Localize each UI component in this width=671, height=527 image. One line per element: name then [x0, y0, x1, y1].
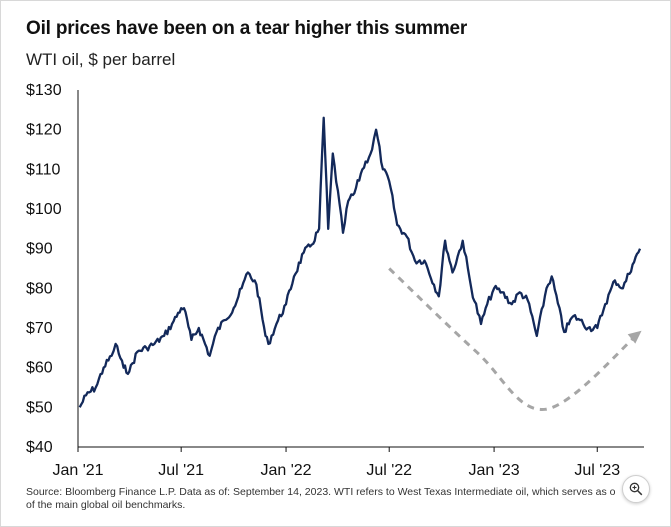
- trend-annotation: [388, 267, 642, 411]
- y-tick-label: $130: [26, 82, 62, 99]
- y-tick-label: $100: [26, 201, 62, 218]
- y-tick-label: $90: [26, 241, 53, 258]
- source-line-2: of the main global oil benchmarks.: [26, 499, 186, 511]
- y-tick-label: $70: [26, 320, 53, 337]
- x-tick-label: Jan '23: [469, 462, 520, 479]
- x-tick-label: Jul '22: [366, 462, 412, 479]
- chart-title: Oil prices have been on a tear higher th…: [26, 18, 468, 39]
- y-tick-label: $40: [26, 439, 53, 456]
- x-axis-ticks: Jan '21 Jul '21 Jan '22 Jul '22 Jan '23 Jul '…: [52, 447, 620, 479]
- zoom-in-icon: [629, 482, 643, 496]
- zoom-button[interactable]: [622, 475, 650, 503]
- series-group: [78, 116, 642, 408]
- x-tick-label: Jul '23: [574, 462, 620, 479]
- y-tick-label: $110: [26, 161, 61, 178]
- x-tick-label: Jul '21: [158, 462, 204, 479]
- y-tick-label: $80: [26, 280, 53, 297]
- series-line: [78, 116, 642, 408]
- source-note: Source: Bloomberg Finance L.P. Data as o…: [26, 486, 636, 512]
- y-tick-label: $50: [26, 399, 53, 416]
- annotation-arrowhead: [627, 330, 642, 344]
- annotation-dashed-curve: [388, 267, 641, 411]
- x-tick-label: Jan '22: [260, 462, 311, 479]
- x-tick-label: Jan '21: [52, 462, 103, 479]
- y-tick-label: $120: [26, 122, 62, 139]
- chart-axes: [77, 90, 644, 448]
- source-line-1: Source: Bloomberg Finance L.P. Data as o…: [26, 486, 616, 498]
- y-tick-label: $60: [26, 360, 53, 377]
- y-axis-ticks: $130 $120 $110 $100 $90 $80 $70 $60 $50 $40: [26, 82, 62, 456]
- chart-subtitle: WTI oil, $ per barrel: [26, 50, 176, 69]
